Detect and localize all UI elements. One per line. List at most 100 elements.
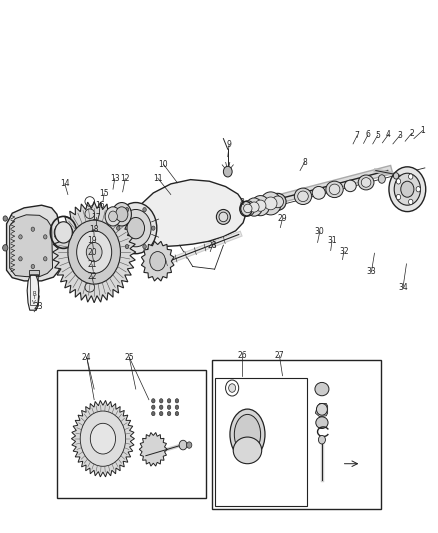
Circle shape [109, 211, 117, 222]
Circle shape [167, 411, 171, 416]
Circle shape [159, 399, 163, 403]
Circle shape [159, 411, 163, 416]
Circle shape [150, 252, 166, 271]
Polygon shape [53, 201, 136, 303]
Text: 6: 6 [365, 131, 371, 139]
Circle shape [117, 226, 120, 230]
Ellipse shape [315, 383, 329, 395]
Text: 31: 31 [327, 237, 337, 245]
Circle shape [175, 405, 179, 409]
Ellipse shape [326, 181, 343, 198]
Circle shape [31, 264, 35, 269]
Text: 19: 19 [88, 237, 97, 245]
Circle shape [167, 405, 171, 409]
Text: 9: 9 [226, 141, 232, 149]
Text: 11: 11 [153, 174, 162, 182]
Circle shape [19, 235, 22, 239]
Polygon shape [118, 180, 246, 247]
Ellipse shape [272, 196, 283, 208]
Circle shape [80, 411, 126, 466]
Polygon shape [10, 215, 53, 277]
Text: 25: 25 [124, 353, 134, 361]
Ellipse shape [219, 212, 228, 222]
Circle shape [125, 207, 129, 212]
Ellipse shape [265, 197, 277, 210]
Ellipse shape [358, 175, 374, 190]
Ellipse shape [244, 204, 252, 213]
Text: R: R [32, 290, 36, 296]
Circle shape [105, 207, 121, 226]
Polygon shape [7, 205, 59, 281]
Text: 4: 4 [386, 130, 391, 139]
Circle shape [152, 405, 155, 409]
Polygon shape [71, 400, 134, 477]
Circle shape [229, 384, 236, 392]
Text: 2: 2 [410, 129, 414, 138]
Ellipse shape [361, 177, 371, 187]
Text: 17: 17 [92, 213, 101, 222]
Circle shape [175, 399, 179, 403]
Ellipse shape [344, 180, 356, 192]
Circle shape [127, 217, 145, 239]
Text: 12: 12 [120, 174, 130, 183]
Ellipse shape [249, 202, 259, 212]
Circle shape [31, 227, 35, 231]
Circle shape [152, 226, 155, 230]
Ellipse shape [260, 192, 281, 215]
Text: 32: 32 [339, 247, 349, 256]
Circle shape [152, 411, 155, 416]
Ellipse shape [255, 200, 266, 211]
Circle shape [3, 245, 8, 251]
Ellipse shape [246, 198, 262, 216]
Polygon shape [139, 432, 167, 466]
Circle shape [318, 435, 325, 444]
Circle shape [187, 442, 192, 448]
Ellipse shape [316, 417, 328, 429]
Text: 34: 34 [398, 284, 408, 292]
Ellipse shape [234, 415, 261, 454]
Polygon shape [315, 403, 328, 417]
Ellipse shape [298, 191, 308, 201]
Circle shape [43, 257, 47, 261]
Ellipse shape [316, 403, 328, 415]
Text: 15: 15 [99, 189, 109, 198]
Text: 23: 23 [33, 302, 43, 311]
Circle shape [378, 175, 385, 183]
Circle shape [125, 245, 129, 249]
Text: 30: 30 [315, 228, 325, 236]
Circle shape [167, 399, 171, 403]
Circle shape [175, 411, 179, 416]
Polygon shape [141, 241, 174, 281]
Circle shape [115, 203, 157, 254]
Ellipse shape [312, 187, 325, 199]
Circle shape [116, 207, 128, 222]
Text: 5: 5 [375, 131, 380, 140]
Circle shape [396, 179, 401, 184]
Ellipse shape [294, 188, 312, 205]
Ellipse shape [230, 409, 265, 459]
Circle shape [394, 173, 420, 205]
Ellipse shape [269, 193, 286, 211]
Circle shape [179, 440, 187, 450]
Circle shape [143, 245, 146, 249]
Text: 7: 7 [354, 132, 360, 140]
Circle shape [409, 199, 413, 205]
Ellipse shape [233, 437, 261, 464]
Circle shape [223, 166, 232, 177]
Text: 14: 14 [60, 180, 70, 188]
Circle shape [396, 195, 401, 200]
Text: 16: 16 [95, 201, 105, 210]
Circle shape [401, 181, 414, 197]
Circle shape [152, 399, 155, 403]
Circle shape [86, 243, 102, 262]
Text: 8: 8 [302, 158, 307, 167]
Circle shape [77, 231, 112, 273]
Circle shape [159, 405, 163, 409]
Text: 27: 27 [275, 351, 284, 360]
Circle shape [68, 220, 120, 284]
Text: 1: 1 [420, 126, 425, 135]
Ellipse shape [251, 196, 270, 216]
Circle shape [409, 174, 413, 179]
Circle shape [120, 209, 151, 247]
Text: 3: 3 [397, 131, 403, 140]
